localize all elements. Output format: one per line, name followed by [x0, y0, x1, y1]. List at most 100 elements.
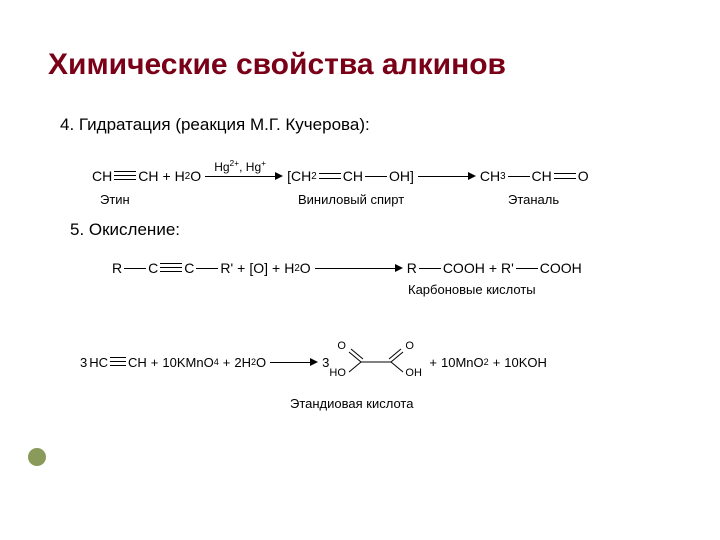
r5-prod2: R' COOH [501, 260, 582, 276]
r5-C2: C [184, 260, 194, 276]
r5-plus2: + [272, 260, 280, 276]
r4-water: H2O [175, 168, 201, 184]
arrow-icon: Hg2+, Hg+ [205, 172, 283, 180]
r4-cat-a-sup: 2+ [230, 158, 240, 168]
r4-catalyst: Hg2+, Hg+ [205, 158, 275, 174]
r5b-rplus2: + [493, 355, 501, 370]
single-bond-icon [196, 268, 218, 269]
arrow-shaft [418, 176, 468, 177]
r5b-plus2: + [223, 355, 231, 370]
arrow-shaft [270, 362, 310, 363]
section4-heading-text: 4. Гидратация (реакция М.Г. Кучерова): [60, 115, 370, 134]
r5b-koh: KOH [519, 355, 547, 370]
r5b-rplus1: + [429, 355, 437, 370]
double-bond-icon [319, 171, 341, 181]
label-ethanedioic-text: Этандиовая кислота [290, 396, 413, 411]
r5b-mno2: MnO [455, 355, 483, 370]
r5b-hc: HC [89, 355, 108, 370]
r5b-kmno4: KMnO [177, 355, 214, 370]
double-bond-icon [554, 171, 576, 181]
r5-plus1: + [237, 260, 245, 276]
r5-prod1: R COOH [407, 260, 485, 276]
r5b-rc1: 3 [322, 355, 329, 370]
section4-heading: 4. Гидратация (реакция М.Г. Кучерова): [60, 115, 370, 135]
label-ethanedioic: Этандиовая кислота [290, 396, 413, 411]
single-bond-icon [365, 176, 387, 177]
label-carboxylic: Карбоновые кислоты [408, 282, 536, 297]
r5-ox: [O] [249, 260, 268, 276]
oxalic-skeletal: O HO O OH [331, 342, 423, 382]
r5-Rp: R' [220, 260, 233, 276]
r5b-acet: HC CH [89, 355, 147, 370]
r4-po: O [578, 168, 589, 184]
section5-heading-text: 5. Окисление: [70, 220, 180, 239]
reaction4: CH CH + H2O Hg2+, Hg+ [ CH2 CH OH ] CH3 … [92, 168, 589, 184]
single-bond-icon [516, 268, 538, 269]
r5b-rc3: 10 [504, 355, 518, 370]
r4-ch2-sub: 2 [311, 171, 316, 182]
r5-plus3: + [489, 260, 497, 276]
accent-dot [28, 448, 46, 466]
r5-p2R: R' [501, 260, 514, 276]
label-vinyl-alcohol: Виниловый спирт [298, 192, 404, 207]
r5-R: R [112, 260, 122, 276]
ox-OH: OH [405, 367, 422, 379]
r5b-c2: 10 [162, 355, 176, 370]
single-bond-icon [419, 268, 441, 269]
triple-bond-icon [110, 355, 126, 369]
triple-bond-icon [114, 169, 136, 183]
label-ethyne-text: Этин [100, 192, 130, 207]
label-ethanal: Этаналь [508, 192, 559, 207]
r4-pch: CH [532, 168, 552, 184]
arrow-head-icon [275, 172, 283, 180]
r4-int-ch: CH [343, 168, 363, 184]
label-ethyne: Этин [100, 192, 130, 207]
r5b-plus1: + [151, 355, 159, 370]
r4-plus1: + [162, 168, 170, 184]
r4-ch2: CH [291, 168, 311, 184]
r5b-h2o-h: H [242, 355, 251, 370]
single-bond-icon [124, 268, 146, 269]
page-title: Химические свойства алкинов [48, 48, 506, 82]
single-bond-icon [508, 176, 530, 177]
r4-intermediate: [ CH2 CH OH ] [287, 168, 414, 184]
arrow-head-icon [310, 358, 318, 366]
r5-water: H2O [284, 260, 310, 276]
r5-wh: H [284, 260, 294, 276]
r4-cat-b: Hg [246, 160, 261, 174]
r4-close: ] [410, 168, 414, 184]
r5b-h2o-o: O [256, 355, 266, 370]
r4-cat-b-sup: + [261, 158, 266, 168]
r5-p1R: R [407, 260, 417, 276]
r4-ch-b: CH [138, 168, 158, 184]
section5-heading: 5. Окисление: [70, 220, 180, 240]
r5b-ch: CH [128, 355, 147, 370]
r4-cat-a: Hg [214, 160, 229, 174]
label-carboxylic-text: Карбоновые кислоты [408, 282, 536, 297]
label-vinyl-text: Виниловый спирт [298, 192, 404, 207]
arrow-shaft [205, 176, 275, 177]
r5b-rc2: 10 [441, 355, 455, 370]
arrow-head-icon [468, 172, 476, 180]
r4-pch3-sub: 3 [500, 171, 505, 182]
arrow-icon [315, 264, 403, 272]
r4-product: CH3 CH O [480, 168, 589, 184]
ox-O2: O [405, 340, 414, 352]
r4-h: H [175, 168, 185, 184]
r5-wo: O [300, 260, 311, 276]
arrow-icon [270, 358, 318, 366]
arrow-head-icon [395, 264, 403, 272]
ox-O1: O [337, 340, 346, 352]
triple-bond-icon [160, 261, 182, 275]
r5b-kmno4s: 4 [214, 357, 219, 367]
r4-cat-sep: , [239, 160, 242, 174]
r4-ethyne: CH CH [92, 168, 158, 184]
ox-HO: HO [329, 367, 346, 379]
r4-o: O [190, 168, 201, 184]
r4-ch-a: CH [92, 168, 112, 184]
r4-pch3: CH [480, 168, 500, 184]
r5b-c1: 3 [80, 355, 87, 370]
r5-alkyne: R C C R' [112, 260, 233, 276]
r5-p2C: COOH [540, 260, 582, 276]
reaction5a: R C C R' + [O] + H2O R COOH + R' COOH [112, 260, 582, 276]
